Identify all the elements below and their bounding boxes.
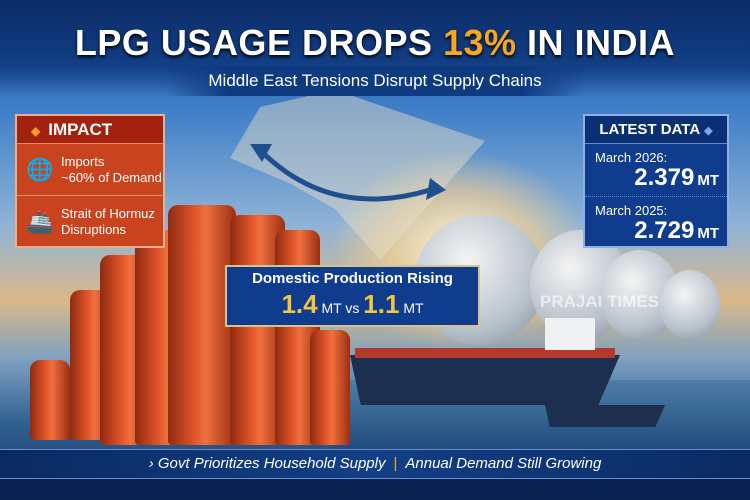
headline-text-end: IN INDIA bbox=[516, 22, 676, 63]
impact-item: 🌐 Imports ~60% of Demand bbox=[17, 144, 163, 196]
impact-item-detail: Disruptions bbox=[61, 222, 127, 237]
value-number: 2.729 bbox=[634, 217, 695, 244]
value-2025: 1.1 bbox=[363, 289, 400, 319]
value-number: 2.379 bbox=[634, 164, 695, 191]
data-entry-value: 2.379 MT bbox=[595, 165, 719, 194]
impact-item: 🚢 Strait of Hormuz Disruptions bbox=[17, 196, 163, 248]
lpg-cylinder bbox=[30, 360, 70, 440]
chevron-right-icon: › bbox=[148, 455, 158, 472]
domestic-production-panel: Domestic Production Rising 1.4 MT vs 1.1… bbox=[225, 265, 480, 327]
lpg-cylinder bbox=[168, 205, 236, 445]
impact-panel: ◆ IMPACT 🌐 Imports ~60% of Demand 🚢 Strait… bbox=[15, 114, 165, 248]
value-unit: MT bbox=[697, 225, 719, 242]
latest-data-panel: LATEST DATA ◆ March 2026: 2.379 MT March 2… bbox=[583, 114, 729, 248]
subtitle: Middle East Tensions Disrupt Supply Chai… bbox=[165, 66, 585, 96]
impact-heading-text: IMPACT bbox=[48, 120, 113, 139]
data-entry-label: March 2025: bbox=[595, 203, 668, 218]
tanker-ship-small bbox=[545, 405, 665, 427]
vs-label: vs bbox=[345, 300, 360, 316]
domestic-production-heading: Domestic Production Rising bbox=[252, 270, 453, 287]
latest-data-heading-text: LATEST DATA bbox=[599, 121, 701, 138]
ship-bridge bbox=[545, 318, 595, 350]
watermark: PRAJAI TIMES bbox=[540, 292, 660, 311]
lpg-cylinder bbox=[310, 330, 350, 445]
headline-percentage: 13% bbox=[442, 22, 517, 63]
diamond-icon: ◆ bbox=[704, 125, 713, 137]
globe-down-arrow-icon: 🌐 bbox=[26, 156, 54, 182]
gas-storage-sphere bbox=[660, 270, 720, 340]
impact-item-title: Imports bbox=[61, 153, 105, 169]
domestic-production-values: 1.4 MT vs 1.1 MT bbox=[227, 289, 478, 320]
data-entry-value: 2.729 MT bbox=[595, 218, 719, 247]
impact-heading: ◆ IMPACT bbox=[17, 116, 163, 144]
impact-item-title: Strait of Hormuz bbox=[61, 206, 155, 221]
latest-data-heading: LATEST DATA ◆ bbox=[585, 116, 727, 144]
footer-banner: › Govt Prioritizes Household Supply | Annu… bbox=[0, 449, 750, 479]
divider: | bbox=[393, 455, 398, 472]
value-2026: 1.4 bbox=[281, 289, 318, 319]
headline: LPG USAGE DROPS 13% IN INDIA bbox=[0, 22, 750, 64]
diamond-icon: ◆ bbox=[31, 124, 41, 138]
data-entry: March 2026: 2.379 MT bbox=[585, 144, 727, 196]
trade-route-arrow-icon bbox=[250, 144, 446, 202]
footer-point: Annual Demand Still Growing bbox=[405, 455, 602, 472]
headline-text: LPG USAGE DROPS bbox=[74, 22, 443, 63]
bottom-bar bbox=[0, 479, 750, 500]
value-unit: MT bbox=[697, 172, 719, 189]
impact-item-text: Imports ~60% of Demand bbox=[61, 154, 162, 186]
impact-item-text: Strait of Hormuz Disruptions bbox=[61, 206, 155, 238]
unit: MT bbox=[403, 300, 424, 316]
footer-point: Govt Prioritizes Household Supply bbox=[157, 455, 386, 472]
tanker-ship-large bbox=[350, 355, 620, 405]
data-entry: March 2025: 2.729 MT bbox=[585, 196, 727, 248]
ship-deck bbox=[355, 348, 615, 358]
data-entry-label: March 2026: bbox=[595, 150, 668, 165]
ship-waves-icon: 🚢 bbox=[26, 209, 54, 234]
impact-item-detail: ~60% of Demand bbox=[61, 169, 162, 185]
unit: MT bbox=[321, 300, 342, 316]
